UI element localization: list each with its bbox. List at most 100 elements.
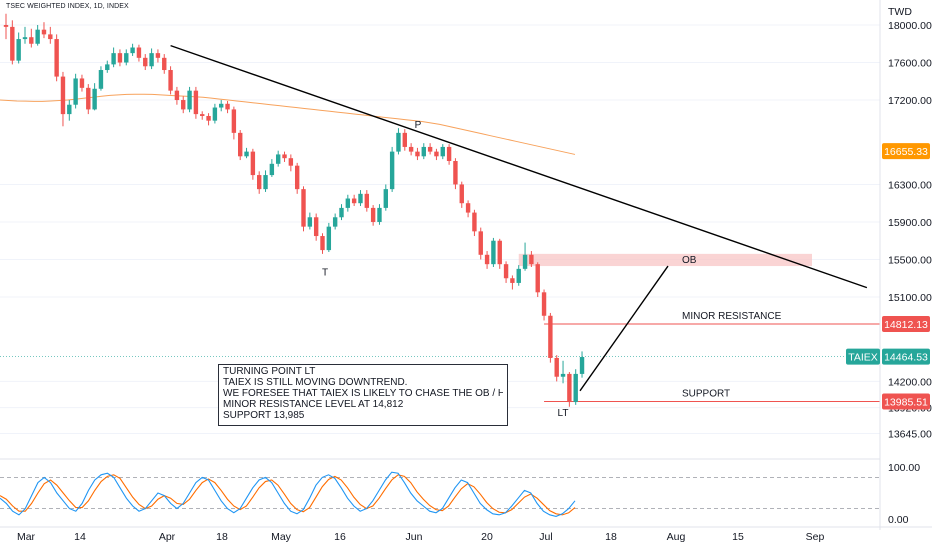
annotation-label: T xyxy=(322,267,328,278)
candle-body xyxy=(206,115,211,121)
candle-body xyxy=(155,53,161,58)
candle-body xyxy=(320,236,325,251)
candle-body xyxy=(522,254,528,269)
candle-body xyxy=(516,268,521,283)
osc-tick-label: 100.00 xyxy=(888,462,920,474)
candle-body xyxy=(383,189,388,208)
candle-body xyxy=(421,146,426,157)
candle-body xyxy=(465,203,471,213)
candle-body xyxy=(579,357,585,374)
candle-body xyxy=(60,76,66,115)
candle-body xyxy=(548,315,553,358)
candle-body xyxy=(257,175,262,190)
chart-annotations: P T LT OB MINOR RESISTANCE SUPPORT xyxy=(322,120,782,419)
symbol-title: TSEC WEIGHTED INDEX, 1D, INDEX xyxy=(6,3,129,10)
y-tick-label: 13645.00 xyxy=(888,428,932,440)
level-label: SUPPORT xyxy=(682,389,730,400)
x-tick-label: 20 xyxy=(481,531,493,543)
note-line: TURNING POINT LT xyxy=(223,366,316,377)
candle-body xyxy=(301,189,306,227)
candle-body xyxy=(98,70,104,89)
candle-body xyxy=(408,146,414,152)
candle-body xyxy=(54,39,59,77)
candle-body xyxy=(377,207,382,222)
candle-body xyxy=(326,226,332,251)
candle-body xyxy=(22,37,28,40)
candle-body xyxy=(238,132,243,157)
candle-body xyxy=(358,193,363,204)
price-tag-bg xyxy=(846,348,880,365)
currency-label: TWD xyxy=(888,6,912,18)
note-line: SUPPORT 13,985 xyxy=(223,410,305,421)
price-tag-label: TAIEX xyxy=(848,352,878,364)
candle-body xyxy=(472,212,477,232)
candle-body xyxy=(219,103,224,108)
note-line: WE FORESEE THAT TAIEX IS LIKELY TO CHASE… xyxy=(223,388,503,399)
ob-label: OB xyxy=(682,255,697,266)
candle-body xyxy=(73,78,78,105)
candle-body xyxy=(162,57,167,71)
candle-body xyxy=(573,373,578,403)
candle-body xyxy=(111,53,116,65)
x-tick-label: 15 xyxy=(732,531,744,543)
x-tick-label: Aug xyxy=(667,531,686,543)
candle-body xyxy=(453,161,458,185)
candle-body xyxy=(339,207,344,218)
stoch-k-line xyxy=(0,471,576,517)
candle-body xyxy=(535,264,540,293)
candle-body xyxy=(187,90,192,110)
x-tick-label: Mar xyxy=(17,531,36,543)
candle-body xyxy=(434,151,439,157)
y-tick-label: 17600.00 xyxy=(888,58,932,70)
x-tick-label: 18 xyxy=(216,531,228,543)
x-tick-label: Jul xyxy=(539,531,552,543)
time-axis[interactable]: Mar 14 Apr 18 May 16 Jun 20 Jul 18 Aug 15 Sep xyxy=(0,526,932,543)
price-tag-label: 13985.51 xyxy=(884,397,928,409)
candle-body xyxy=(294,165,300,190)
price-tag-label: 16655.33 xyxy=(884,146,928,158)
candle-body xyxy=(67,104,72,115)
price-axis[interactable]: 18000.00 17600.00 17200.00 16300.00 15900.00… xyxy=(879,0,932,530)
candlestick-series xyxy=(3,13,585,407)
candle-body xyxy=(560,373,566,377)
candle-body xyxy=(149,53,154,67)
candle-body xyxy=(105,64,110,71)
candle-body xyxy=(181,100,186,110)
x-tick-label: Sep xyxy=(806,531,825,543)
candle-body xyxy=(41,29,47,35)
osc-tick-label: 0.00 xyxy=(888,514,909,526)
analysis-note[interactable]: TURNING POINT LT TAIEX IS STILL MOVING D… xyxy=(218,364,508,426)
x-tick-label: Jun xyxy=(406,531,423,543)
candle-body xyxy=(478,231,483,255)
candle-body xyxy=(351,198,357,204)
candle-body xyxy=(10,26,15,61)
candle-body xyxy=(567,373,572,403)
candle-body xyxy=(48,34,53,40)
candle-body xyxy=(541,292,547,316)
candle-body xyxy=(124,53,129,63)
price-tag-bg xyxy=(882,348,930,365)
candle-body xyxy=(345,198,351,208)
projection-line xyxy=(579,265,669,392)
candle-body xyxy=(244,151,249,157)
price-tag-bg xyxy=(882,316,930,333)
price-tag-label: 14464.53 xyxy=(884,352,928,364)
candle-body xyxy=(212,107,218,121)
note-line: TAIEX IS STILL MOVING DOWNTREND. xyxy=(223,377,408,388)
candle-body xyxy=(16,39,21,61)
candle-body xyxy=(269,163,275,176)
candle-body xyxy=(174,90,180,101)
candle-body xyxy=(389,151,395,190)
y-tick-label: 14200.00 xyxy=(888,376,932,388)
candle-body xyxy=(415,151,420,157)
candle-body xyxy=(459,184,464,204)
candle-body xyxy=(282,154,287,159)
candle-body xyxy=(275,154,281,164)
candle-body xyxy=(364,193,370,208)
candle-body xyxy=(263,175,268,190)
x-tick-label: 16 xyxy=(334,531,346,543)
candle-body xyxy=(554,357,559,377)
downtrend-line xyxy=(170,44,868,289)
y-tick-label: 15100.00 xyxy=(888,292,932,304)
